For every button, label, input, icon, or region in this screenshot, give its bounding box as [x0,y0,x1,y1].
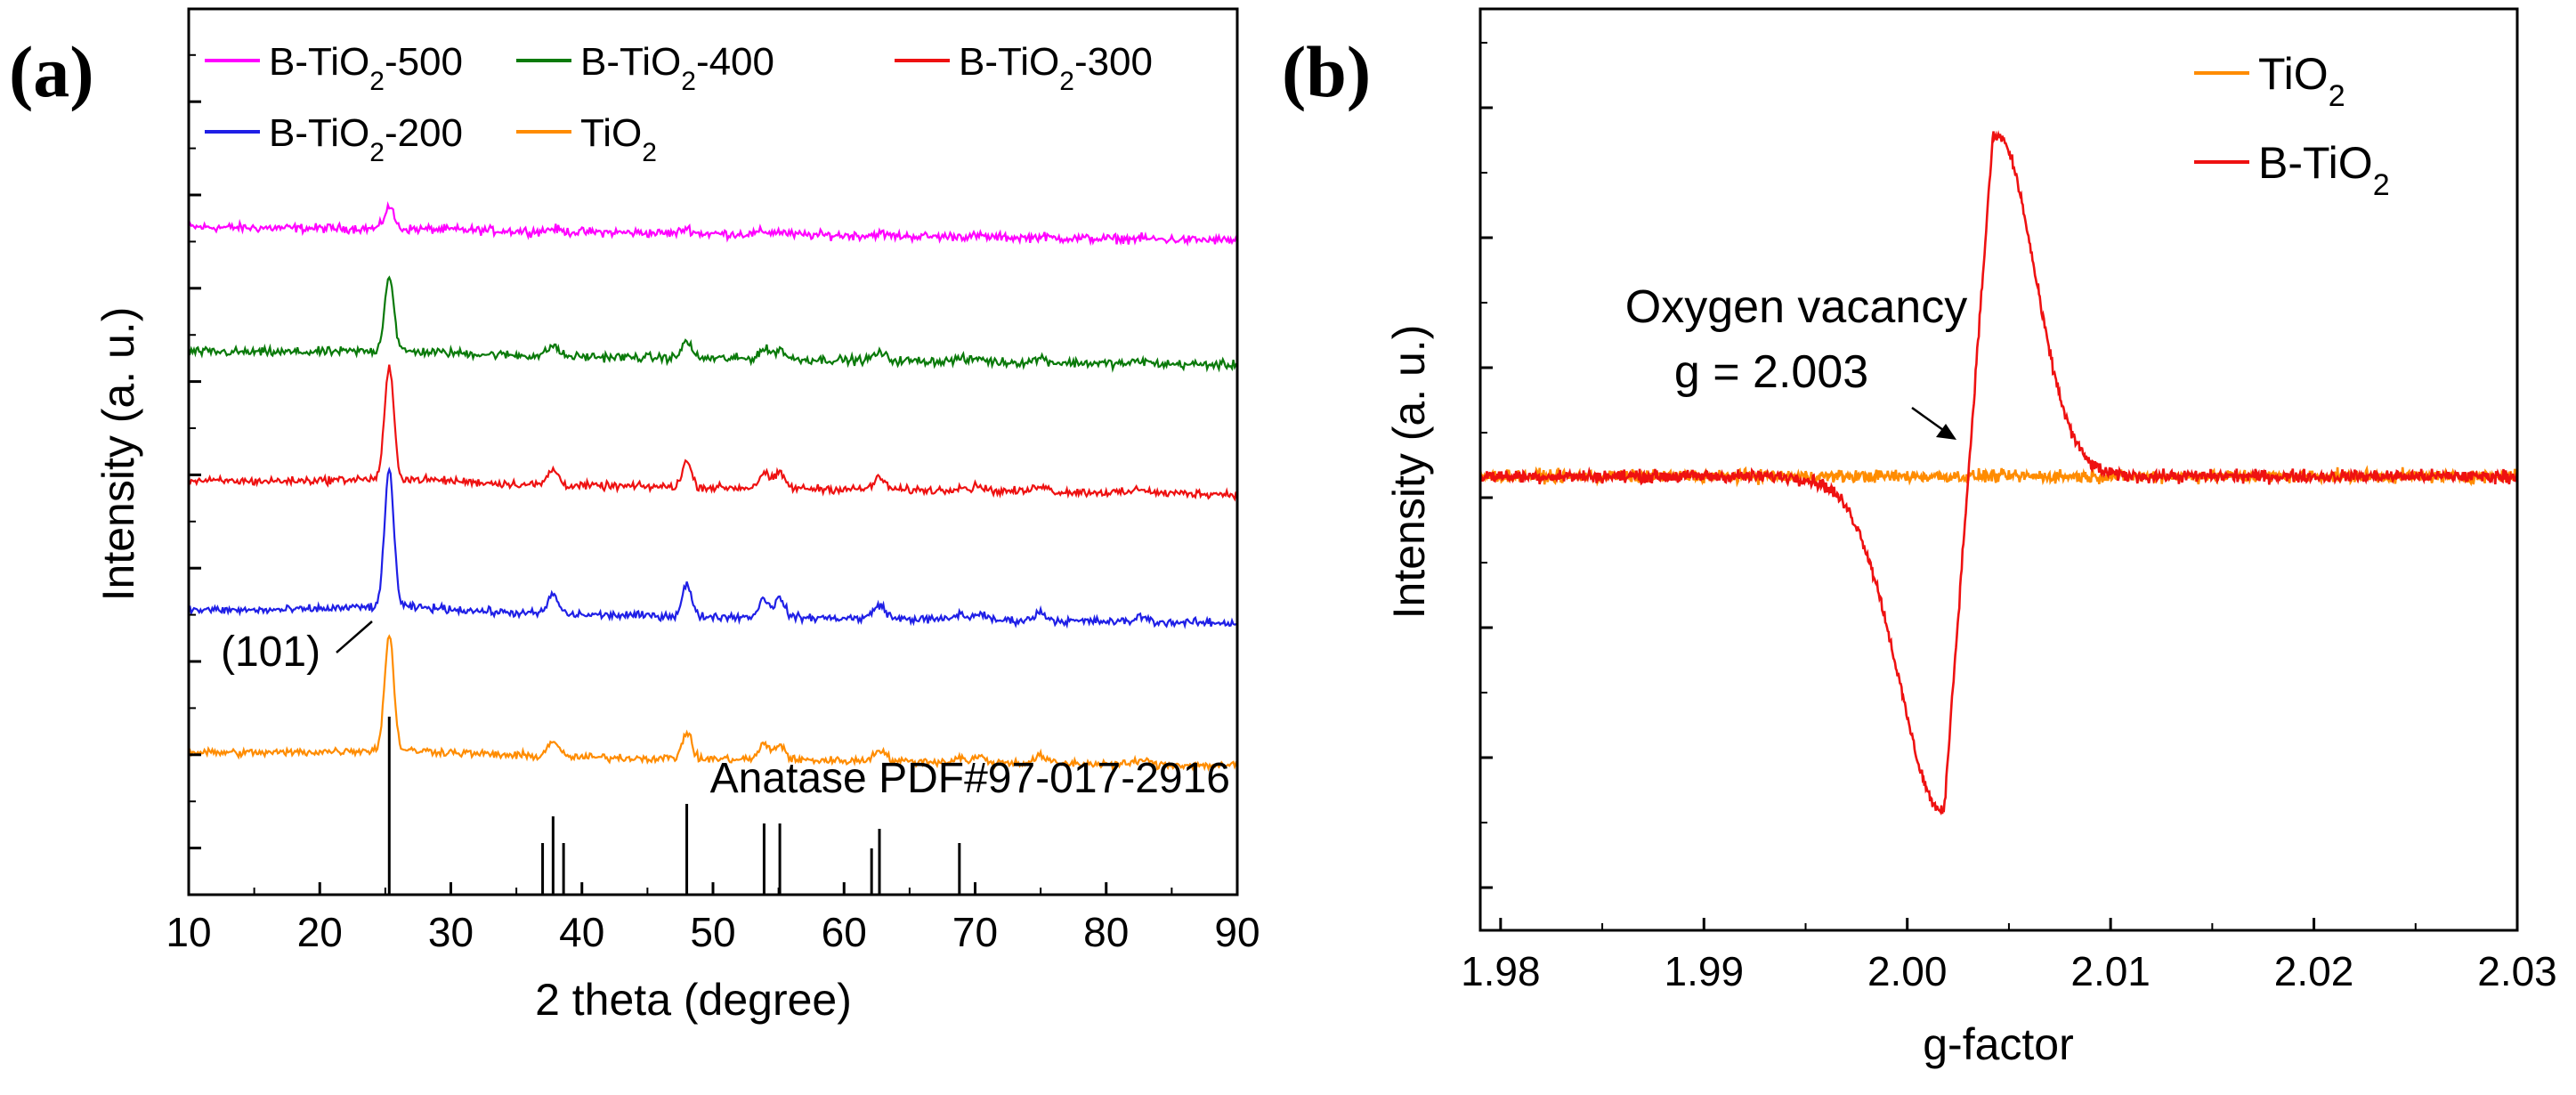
xrd-B-TiO2-400-legend-label: B-TiO2-400 [580,40,774,96]
reference-lines-group [387,717,961,895]
panel-a-legend: B-TiO2-500 B-TiO2-400 B-TiO2-300 B-TiO2-200… [205,40,1153,167]
xrd-series-B-TiO2-200 [188,466,1238,629]
x-tick-label: 2.03 [2477,948,2557,994]
panel-b-ticks: 1.98 1.99 2.00 2.01 2.02 2.03 [1461,42,2557,994]
xrd-series-TiO2 [188,634,1238,773]
epr-series-group [1478,130,2519,816]
epr-TiO2-legend-label: TiO2 [2258,49,2345,113]
panel-a-ticks: 10 20 30 40 50 60 70 80 90 [166,53,1260,955]
epr-series-B-TiO2 [1479,130,2519,816]
panel-a-ylabel: Intensity (a. u.) [93,307,143,602]
x-tick-label: 2.00 [1867,948,1948,994]
peak-101-leader [336,620,373,653]
panel-a-label: (a) [9,31,94,112]
x-tick-label: 80 [1083,909,1129,955]
xrd-B-TiO2-300-legend-label: B-TiO2-300 [959,40,1153,96]
xrd-B-TiO2-500-legend-label: B-TiO2-500 [269,40,463,96]
panel-b-ylabel: Intensity (a. u.) [1384,325,1434,620]
panel-b-frame [1478,7,2519,932]
x-tick-label: 90 [1214,909,1260,955]
xrd-series-group [187,200,1238,773]
panel-a-xlabel: 2 theta (degree) [535,975,852,1025]
xrd-B-TiO2-200-legend-label: B-TiO2-200 [269,111,463,167]
x-tick-label: 1.98 [1461,948,1541,994]
panel-b-label: (b) [1282,31,1371,112]
x-tick-label: 40 [559,909,604,955]
reference-label: Anatase PDF#97-017-2916 [710,755,1230,802]
x-tick-label: 2.01 [2070,948,2151,994]
x-tick-label: 20 [297,909,343,955]
x-tick-label: 10 [166,909,211,955]
x-tick-label: 50 [690,909,735,955]
peak-101-label: (101) [221,629,320,676]
x-tick-label: 1.99 [1665,948,1745,994]
g-value-label: g = 2.003 [1674,346,1868,398]
xrd-series-B-TiO2-400 [188,275,1238,373]
x-tick-label: 70 [952,909,998,955]
x-tick-label: 30 [428,909,474,955]
panel-b-xlabel: g-factor [1923,1019,2074,1069]
panel-b-legend: TiO2 B-TiO2 [2194,49,2390,202]
xrd-TiO2-legend-label: TiO2 [580,111,657,167]
x-tick-label: 60 [822,909,867,955]
panel-b-epr: (b) 1.98 1.99 2.00 2.01 2.02 2.03 TiO2B-TiO2 … [1282,7,2557,1069]
panel-a-xrd: (a) 10 20 30 40 50 60 70 80 90 B-TiO2-500 B-TiO2-… [9,7,1260,1025]
oxygen-vacancy-label: Oxygen vacancy [1625,281,1967,333]
oxygen-vacancy-arrowhead [1936,424,1956,440]
x-tick-label: 2.02 [2274,948,2354,994]
epr-B-TiO2-legend-label: B-TiO2 [2258,138,2390,202]
xrd-series-B-TiO2-300 [188,364,1238,502]
xrd-series-B-TiO2-500 [187,200,1238,247]
